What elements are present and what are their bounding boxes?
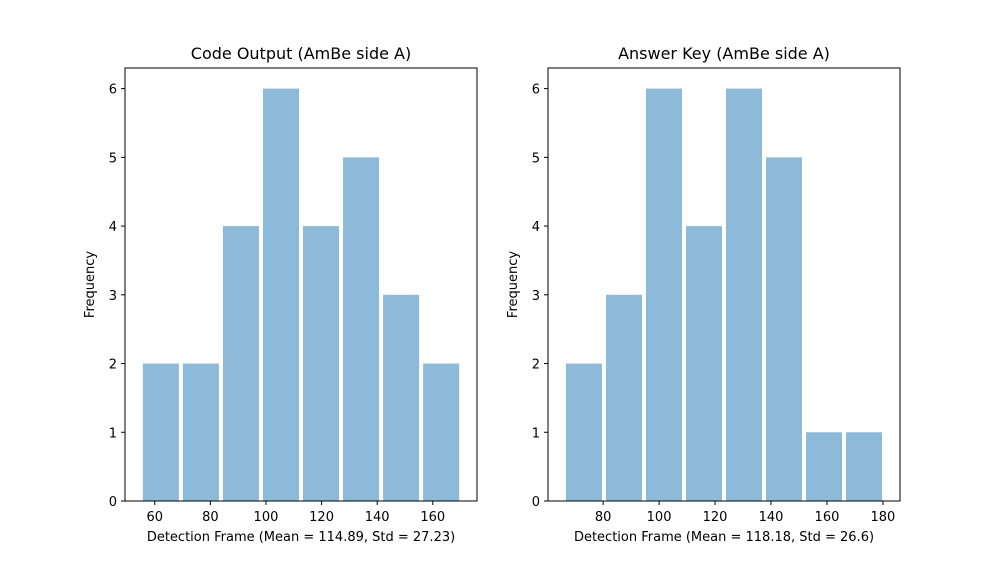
histogram-bar xyxy=(303,226,340,501)
histogram-bar xyxy=(766,157,803,501)
y-axis-label: Frequency xyxy=(506,251,521,318)
histogram-bar xyxy=(343,157,380,501)
histogram-bar xyxy=(645,88,682,502)
histogram-bar xyxy=(182,363,219,501)
y-tick-label: 5 xyxy=(532,151,540,166)
x-tick-label: 100 xyxy=(254,510,279,525)
histogram-bar xyxy=(565,363,602,501)
histogram-bar xyxy=(806,432,843,501)
histogram-panel-1: 60 80 100 120 140 160 0 1 2 3 4 5 6 Code Output (AmBe… xyxy=(83,44,478,545)
y-axis-label: Frequency xyxy=(83,251,98,318)
x-tick-label: 80 xyxy=(595,510,612,525)
y-tick-label: 0 xyxy=(532,495,540,510)
y-tick-label: 2 xyxy=(109,358,117,373)
histogram-bar xyxy=(142,363,179,501)
chart-title: Answer Key (AmBe side A) xyxy=(618,44,830,63)
y-tick-label: 0 xyxy=(109,495,117,510)
histogram-bar xyxy=(383,294,420,501)
histogram-bar xyxy=(846,432,883,501)
x-tick-label: 100 xyxy=(647,510,672,525)
x-axis-label: Detection Frame (Mean = 118.18, Std = 26… xyxy=(574,530,874,545)
x-axis-label: Detection Frame (Mean = 114.89, Std = 27… xyxy=(147,530,455,545)
x-tick-label: 140 xyxy=(759,510,784,525)
histogram-bar xyxy=(222,226,259,501)
y-tick-label: 3 xyxy=(109,289,117,304)
y-tick-label: 6 xyxy=(109,83,117,98)
x-tick-label: 160 xyxy=(815,510,840,525)
x-tick-label: 160 xyxy=(420,510,445,525)
histogram-bar xyxy=(605,294,642,501)
x-tick-label: 180 xyxy=(871,510,896,525)
x-tick-label: 120 xyxy=(703,510,728,525)
y-tick-label: 1 xyxy=(109,426,117,441)
chart-title: Code Output (AmBe side A) xyxy=(191,44,411,63)
plot-frame xyxy=(547,67,901,502)
histogram-bar xyxy=(685,226,722,501)
x-tick-label: 140 xyxy=(365,510,390,525)
x-tick-label: 80 xyxy=(202,510,219,525)
histogram-bar xyxy=(262,88,299,502)
y-tick-label: 1 xyxy=(532,426,540,441)
y-tick-label: 3 xyxy=(532,289,540,304)
histogram-bar xyxy=(423,363,460,501)
histogram-panel-2: 80 100 120 140 160 180 0 1 2 3 4 5 6 Answer Key (AmBe… xyxy=(506,44,901,545)
y-tick-label: 5 xyxy=(109,151,117,166)
x-tick-label: 60 xyxy=(146,510,163,525)
x-tick-label: 120 xyxy=(309,510,334,525)
y-tick-label: 4 xyxy=(532,220,540,235)
y-tick-label: 4 xyxy=(109,220,117,235)
y-tick-label: 2 xyxy=(532,358,540,373)
y-tick-label: 6 xyxy=(532,83,540,98)
plot-frame xyxy=(124,67,478,502)
histogram-bar xyxy=(726,88,763,502)
